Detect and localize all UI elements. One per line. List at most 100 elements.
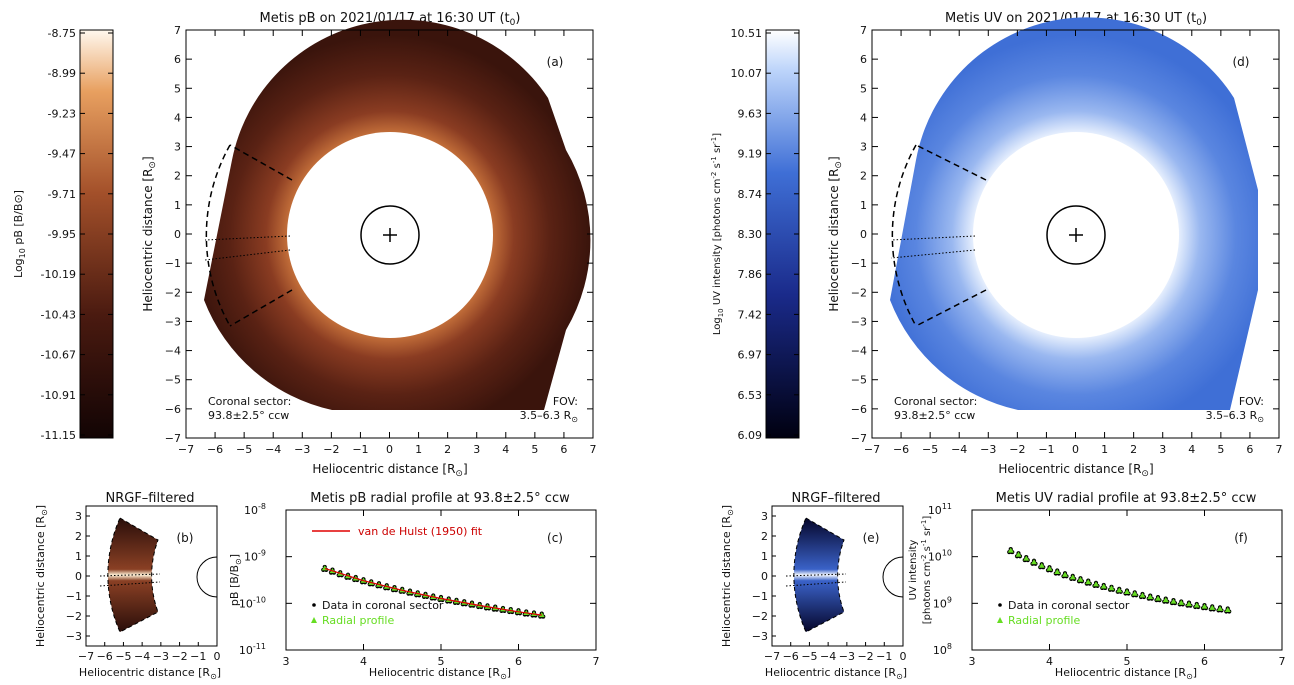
profile-point: [1186, 601, 1192, 607]
panel-b-title: NRGF–filtered: [105, 491, 194, 506]
colorbar-tick-label: -8.75: [48, 27, 76, 40]
y-tick-label: 3: [761, 510, 768, 523]
y-tick-label: 1011: [928, 502, 952, 517]
y-tick-label: 108: [933, 642, 952, 657]
colorbar-pb: -8.75 -8.99 -9.23 -9.47 -9.71 -9.95 -10.19 -10.…: [12, 27, 114, 442]
x-tick-label: −5: [922, 443, 938, 456]
x-tick-label: 3: [1159, 443, 1166, 456]
panel-b: NRGF–filtered −7 −6 −5 −4 −3 −2 −1 03210−1−2−3 …: [34, 491, 221, 681]
y-tick-label: −4: [851, 345, 867, 358]
x-tick-label: 6: [560, 443, 567, 456]
y-tick-label: 7: [174, 24, 181, 37]
y-tick-label: −3: [165, 315, 181, 328]
panel-f-profile-legend-marker: [997, 617, 1003, 623]
colorbar-pb-label: Log10 pB [B/B⊙]: [12, 190, 27, 278]
colorbar-tick-label: 6.53: [738, 389, 763, 402]
y-tick-label: −7: [165, 432, 181, 445]
y-tick-label: 7: [860, 24, 867, 37]
x-tick-label: −2: [171, 650, 187, 663]
colorbar-tick-label: 8.30: [738, 228, 763, 241]
x-tick-label: 3: [473, 443, 480, 456]
x-tick-label: −3: [839, 650, 855, 663]
y-tick-label: −1: [752, 590, 768, 603]
y-tick-label: 1: [174, 199, 181, 212]
colorbar-tick-label: 10.51: [731, 27, 763, 40]
y-tick-label: 4: [174, 111, 181, 124]
panel-f-ylabel-line2: [photons cm-2 s-1 sr-1]: [920, 516, 933, 625]
panel-e-letter: (e): [863, 531, 880, 545]
profile-point: [1054, 568, 1061, 574]
profile-point: [1007, 547, 1014, 553]
profile-point: [1170, 598, 1177, 604]
panel-d-sun-center: [1069, 228, 1083, 242]
y-tick-label: 0: [860, 228, 867, 241]
profile-point: [1147, 594, 1154, 600]
x-tick-label: 4: [360, 655, 367, 668]
panel-c-xlabel: Heliocentric distance [R⊙]: [369, 666, 511, 681]
panel-f-ylabel-line1: UV intensity: [908, 540, 919, 601]
profile-point: [1093, 581, 1099, 587]
y-tick-label: −2: [752, 610, 768, 623]
y-tick-label: 5: [860, 82, 867, 95]
x-tick-label: 1: [1101, 443, 1108, 456]
panel-d-fov-label: FOV:: [1239, 395, 1264, 408]
x-tick-label: −7: [864, 443, 880, 456]
x-tick-label: 0: [386, 443, 393, 456]
y-tick-label: −1: [851, 257, 867, 270]
panel-d-fov-value: 3.5–6.3 R⊙: [1206, 409, 1264, 424]
y-tick-label: −6: [851, 403, 867, 416]
x-tick-label: 2: [444, 443, 451, 456]
x-tick-label: 1: [415, 443, 422, 456]
x-tick-label: −6: [207, 443, 223, 456]
x-tick-label: −3: [980, 443, 996, 456]
x-tick-label: 5: [438, 655, 445, 668]
x-tick-label: 6: [1246, 443, 1253, 456]
colorbar-tick-label: -8.99: [48, 67, 76, 80]
y-tick-label: −4: [165, 345, 181, 358]
y-tick-label: −5: [851, 374, 867, 387]
y-tick-label: −3: [752, 630, 768, 643]
y-tick-label: −1: [66, 590, 82, 603]
panel-a-sun: [360, 205, 420, 265]
panel-a-title: Metis pB on 2021/01/17 at 16:30 UT (t0): [260, 11, 521, 28]
profile-point: [1015, 551, 1022, 557]
panel-c-data-legend-marker: [312, 603, 316, 607]
y-tick-exponent: -8: [258, 502, 266, 511]
colorbar-tick-label: 9.63: [738, 107, 763, 120]
y-tick-exponent: -9: [258, 549, 266, 558]
y-tick-label: −2: [851, 286, 867, 299]
x-tick-label: 4: [502, 443, 509, 456]
panel-d-sector-label: Coronal sector:: [894, 395, 977, 408]
colorbar-uv-gradient: [765, 29, 800, 439]
y-tick-label: 109: [933, 595, 952, 610]
profile-point: [1193, 602, 1200, 608]
profile-point: [1224, 606, 1231, 612]
panel-a: Metis pB on 2021/01/17 at 16:30 UT (t0) …: [141, 11, 597, 479]
x-tick-label: −2: [857, 650, 873, 663]
x-tick-label: −4: [951, 443, 967, 456]
y-tick-label: −2: [165, 286, 181, 299]
panel-e-ylabel: Heliocentric distance [R⊙]: [720, 505, 735, 647]
y-tick-label: −3: [66, 630, 82, 643]
colorbar-pb-ticks: -8.75 -8.99 -9.23 -9.47 -9.71 -9.95 -10.19 -10.…: [41, 27, 113, 442]
profile-point: [1108, 585, 1115, 591]
panel-e-sector-center: [785, 573, 847, 587]
y-tick-label: 3: [75, 510, 82, 523]
x-tick-label: 3: [969, 655, 976, 668]
y-tick-label: 3: [860, 141, 867, 154]
y-tick-label: −6: [165, 403, 181, 416]
x-tick-label: 7: [1276, 443, 1283, 456]
x-tick-label: 4: [1046, 655, 1053, 668]
x-tick-label: 5: [1217, 443, 1224, 456]
panel-a-sector-value: 93.8±2.5° ccw: [208, 409, 289, 422]
panel-d-sun: [1046, 205, 1106, 265]
x-tick-label: −4: [134, 650, 150, 663]
panel-a-sector: [205, 144, 293, 327]
panel-f-letter: (f): [1234, 531, 1248, 545]
colorbar-tick-label: -10.19: [41, 268, 76, 281]
colorbar-tick-label: 7.42: [738, 308, 763, 321]
y-tick-label: 2: [174, 170, 181, 183]
panel-d-sector-value: 93.8±2.5° ccw: [894, 409, 975, 422]
y-tick-label: −3: [851, 315, 867, 328]
